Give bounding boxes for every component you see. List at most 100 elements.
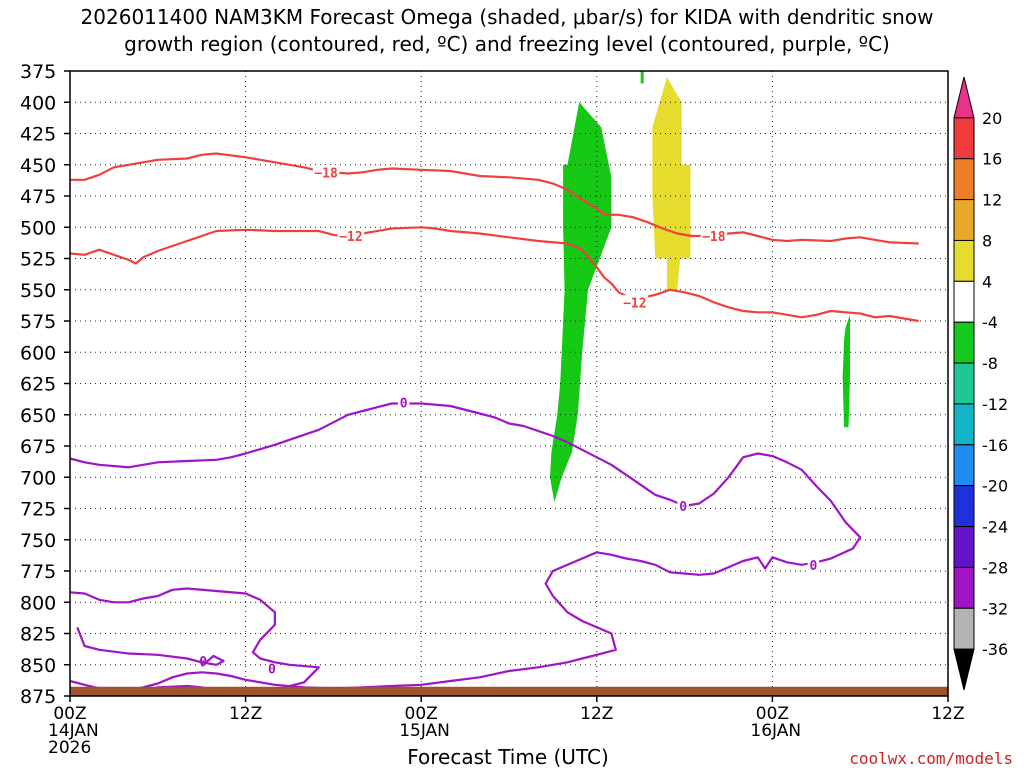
y-tick-label-625: 625: [20, 374, 56, 396]
contour-label-bg: [312, 165, 340, 180]
y-tick-label-875: 875: [20, 686, 56, 708]
colorbar-label: -24: [982, 518, 1008, 537]
y-tick-label-700: 700: [20, 467, 56, 489]
colorbar-segment: [953, 485, 975, 528]
omega-region-yellow-plume: [652, 77, 691, 290]
plot-frame: [69, 70, 949, 697]
colorbar-top-tip: [953, 76, 975, 119]
colorbar-segment: [953, 607, 975, 650]
contour-0-lower-left: [69, 587, 320, 694]
colorbar-segment: [953, 117, 975, 160]
contour-label-bg: [807, 557, 820, 572]
x-axis-label: Forecast Time (UTC): [407, 745, 609, 768]
colorbar-segment: [953, 321, 975, 364]
colorbar-segment: [953, 444, 975, 487]
contour-label--12: −12: [623, 296, 646, 311]
contour-label-0: 0: [679, 500, 687, 515]
omega-region-green-late: [842, 314, 850, 428]
colorbar-label: -8: [982, 354, 998, 373]
y-tick-label-425: 425: [20, 124, 56, 146]
y-tick-label-725: 725: [20, 499, 56, 521]
contour-label-bg: [677, 499, 689, 513]
contour-label-bg: [700, 229, 728, 243]
chart-title-line2: growth region (contoured, red, ºC) and f…: [124, 32, 890, 56]
contour-label--18: −18: [702, 230, 726, 245]
contour-label-0: 0: [809, 559, 817, 574]
y-tick-label-850: 850: [20, 655, 56, 677]
colorbar: 20 16 12 8 4 -4 -8 -12 -16 -20 -24 -28 -32 -36: [953, 76, 1008, 691]
y-tick-label-750: 750: [20, 530, 56, 552]
colorbar-label: -20: [982, 477, 1008, 496]
x-tick-label-36: 12Z: [580, 704, 613, 724]
contour-label-bg: [337, 229, 365, 243]
contour-label--18: −18: [314, 166, 338, 181]
omega-shading: [550, 71, 850, 503]
contour--18: [70, 152, 919, 245]
contour-0: [69, 402, 862, 691]
y-tick-label-475: 475: [20, 186, 56, 208]
colorbar-label: -36: [982, 640, 1008, 659]
colorbar-label: -16: [982, 436, 1008, 455]
colorbar-label: 4: [982, 272, 992, 291]
colorbar-label: 8: [982, 231, 992, 250]
y-axis: 375 400 425 450 475 500 525 550 575 600 625 650 675 7…: [20, 61, 70, 708]
x-tick-date-0: 14JAN: [48, 721, 99, 741]
contour-label-bg: [266, 661, 278, 676]
y-tick-label-650: 650: [20, 405, 56, 427]
y-tick-label-525: 525: [20, 249, 56, 271]
y-tick-label-600: 600: [20, 342, 56, 364]
colorbar-segment: [953, 403, 975, 446]
chart-title-line1: 2026011400 NAM3KM Forecast Omega (shaded…: [81, 5, 934, 29]
omega-region-green-main: [550, 102, 612, 503]
contour-label-bg: [397, 395, 410, 410]
contour-label-bg: [621, 295, 649, 310]
colorbar-label: -4: [982, 313, 998, 332]
colorbar-label: 12: [982, 191, 1002, 210]
omega-region-green-top: [640, 71, 644, 84]
colorbar-segment: [953, 158, 975, 201]
colorbar-segment: [953, 526, 975, 568]
y-tick-label-450: 450: [20, 155, 56, 177]
contour--12: [69, 226, 919, 323]
colorbar-segment: [953, 239, 975, 282]
y-tick-label-775: 775: [20, 561, 56, 583]
x-tick-label-60: 12Z: [931, 704, 964, 724]
contour-label-bg: [197, 654, 209, 668]
y-tick-label-675: 675: [20, 436, 56, 458]
y-tick-label-550: 550: [20, 280, 56, 302]
y-tick-label-825: 825: [20, 624, 56, 646]
y-tick-label-500: 500: [20, 217, 56, 239]
ground-band: [70, 686, 948, 696]
y-tick-label-375: 375: [20, 61, 56, 83]
x-tick-label-24: 00Z: [405, 704, 438, 724]
y-tick-label-800: 800: [20, 592, 56, 614]
contour-0-lower-left-inner: [76, 626, 225, 667]
colorbar-label: -12: [982, 395, 1008, 414]
credit-text[interactable]: coolwx.com/models: [849, 749, 1013, 768]
x-tick-label-12: 12Z: [229, 704, 262, 724]
contour-label--12: −12: [339, 230, 362, 245]
x-tick-date-24: 15JAN: [399, 721, 450, 741]
contour-label-0: 0: [400, 396, 408, 411]
y-tick-label-575: 575: [20, 311, 56, 333]
contour-label-0: 0: [268, 663, 276, 678]
colorbar-label: -28: [982, 558, 1008, 577]
ground-fill: [70, 686, 948, 696]
x-tick-label-48: 00Z: [756, 704, 789, 724]
x-tick-date-48: 16JAN: [750, 721, 801, 741]
colorbar-label: 16: [982, 150, 1002, 169]
colorbar-segment: [953, 199, 975, 241]
x-tick-year-0: 2026: [48, 738, 91, 758]
y-tick-label-400: 400: [20, 92, 56, 114]
x-tick-label-0: 00Z: [53, 704, 86, 724]
colorbar-bottom-tip: [953, 648, 975, 691]
grid-lines: [69, 70, 949, 697]
colorbar-label: -32: [982, 599, 1008, 618]
colorbar-segment: [953, 362, 975, 405]
colorbar-segment: [953, 566, 975, 609]
colorbar-label: 20: [982, 109, 1002, 128]
colorbar-segment: [953, 280, 975, 323]
